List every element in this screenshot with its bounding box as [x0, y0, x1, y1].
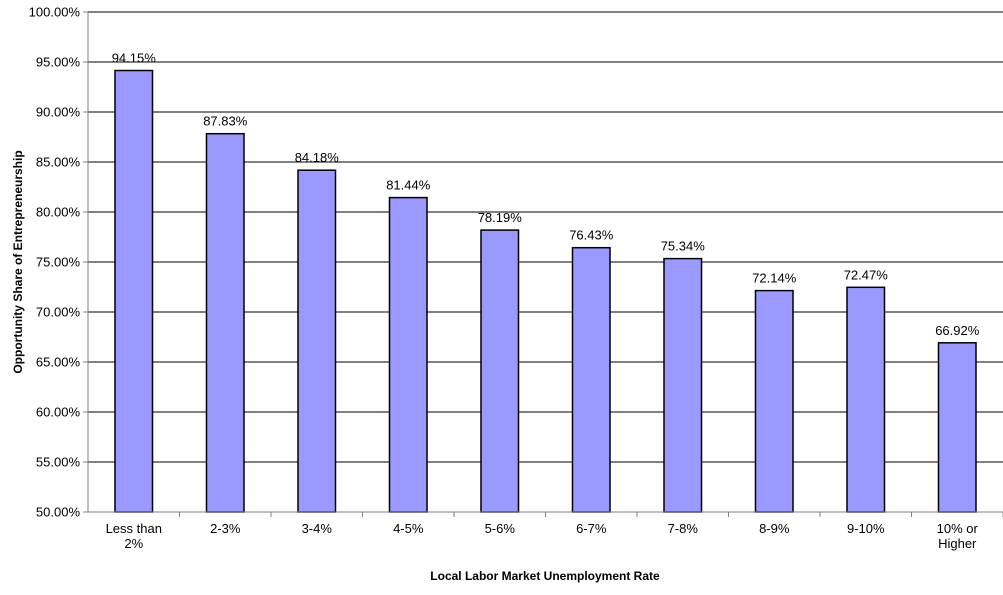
- data-label: 72.47%: [844, 267, 889, 282]
- bar: [571, 246, 611, 513]
- x-tick-label: 9-10%: [847, 521, 885, 536]
- y-tick-label: 65.00%: [36, 355, 81, 370]
- bar: [114, 69, 154, 513]
- x-axis-title: Local Labor Market Unemployment Rate: [430, 569, 660, 583]
- data-label: 94.15%: [112, 51, 157, 66]
- y-tick-label: 60.00%: [36, 405, 81, 420]
- axes: [83, 11, 1003, 517]
- x-tick-label: 8-9%: [759, 521, 790, 536]
- bar: [663, 257, 703, 513]
- y-tick-label: 85.00%: [36, 155, 81, 170]
- x-tick-label: 5-6%: [485, 521, 516, 536]
- x-tick-label: 3-4%: [302, 521, 333, 536]
- bar: [846, 286, 886, 513]
- x-tick-label: 10% or: [937, 521, 979, 536]
- data-label: 66.92%: [935, 323, 980, 338]
- bar: [388, 196, 428, 513]
- y-tick-label: 75.00%: [36, 255, 81, 270]
- x-tick-label: Less than: [106, 521, 162, 536]
- bar: [937, 342, 977, 513]
- y-axis-title: Opportunity Share of Entrepreneurship: [11, 150, 25, 373]
- y-tick-labels: 50.00% 55.00% 60.00% 65.00% 70.00% 75.00% 80.0…: [29, 5, 81, 520]
- x-tick-label: 7-8%: [668, 521, 699, 536]
- y-tick-label: 70.00%: [36, 305, 81, 320]
- y-tick-label: 100.00%: [29, 5, 81, 20]
- y-tick-label: 55.00%: [36, 455, 81, 470]
- y-tick-label: 80.00%: [36, 205, 81, 220]
- bar: [205, 132, 245, 513]
- x-tick-label: 4-5%: [393, 521, 424, 536]
- data-label: 75.34%: [661, 239, 706, 254]
- x-tick-label: 2%: [124, 536, 143, 551]
- y-tick-label: 90.00%: [36, 105, 81, 120]
- data-label: 72.14%: [752, 271, 797, 286]
- x-tick-label: 6-7%: [576, 521, 607, 536]
- data-labels: 94.15% 87.83% 84.18% 81.44% 78.19% 76.43% 75.3…: [112, 51, 980, 338]
- data-label: 76.43%: [569, 228, 614, 243]
- x-tick-label: 2-3%: [210, 521, 241, 536]
- bar: [297, 169, 337, 513]
- data-label: 87.83%: [203, 114, 248, 129]
- bar: [754, 289, 794, 513]
- y-tick-label: 95.00%: [36, 55, 81, 70]
- y-tick-label: 50.00%: [36, 505, 81, 520]
- data-label: 78.19%: [478, 210, 523, 225]
- bar: [480, 229, 520, 513]
- bars: [114, 69, 977, 513]
- data-label: 84.18%: [295, 150, 340, 165]
- x-tick-label: Higher: [938, 536, 977, 551]
- data-label: 81.44%: [386, 178, 431, 193]
